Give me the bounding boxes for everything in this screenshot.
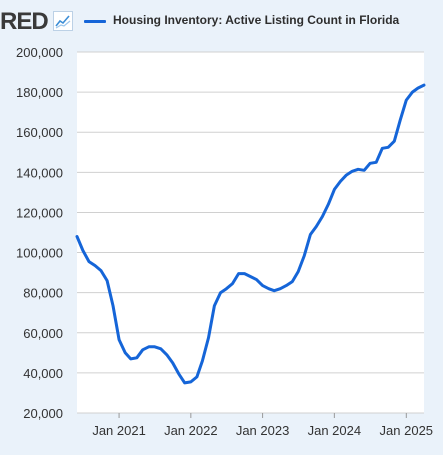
fred-logo: RED xyxy=(0,8,49,35)
line-chart-icon xyxy=(53,11,73,31)
gridlines xyxy=(77,51,424,414)
series-line xyxy=(75,83,426,385)
y-tick-label: 200,000 xyxy=(16,45,63,60)
legend-label: Housing Inventory: Active Listing Count … xyxy=(113,13,400,27)
x-tick-label: Jan 2025 xyxy=(380,423,434,438)
x-axis: Jan 2021 Jan 2022 Jan 2023 Jan 2024 Jan 2025 xyxy=(92,413,433,438)
x-tick-label: Jan 2024 xyxy=(308,423,362,438)
y-tick-label: 40,000 xyxy=(23,366,63,381)
y-tick-label: 120,000 xyxy=(16,205,63,220)
y-axis: 20,000 40,000 60,000 80,000 100,000 120,000 14… xyxy=(16,45,63,421)
plot-area xyxy=(77,52,424,413)
y-tick-label: 20,000 xyxy=(23,406,63,421)
x-tick-label: Jan 2022 xyxy=(164,423,218,438)
y-tick-label: 60,000 xyxy=(23,326,63,341)
series-group xyxy=(75,83,426,385)
y-tick-label: 100,000 xyxy=(16,246,63,261)
y-tick-label: 140,000 xyxy=(16,165,63,180)
x-tick-label: Jan 2021 xyxy=(92,423,146,438)
legend-swatch xyxy=(84,20,106,23)
y-tick-label: 80,000 xyxy=(23,286,63,301)
y-tick-label: 160,000 xyxy=(16,125,63,140)
x-tick-label: Jan 2023 xyxy=(236,423,290,438)
y-tick-label: 180,000 xyxy=(16,85,63,100)
